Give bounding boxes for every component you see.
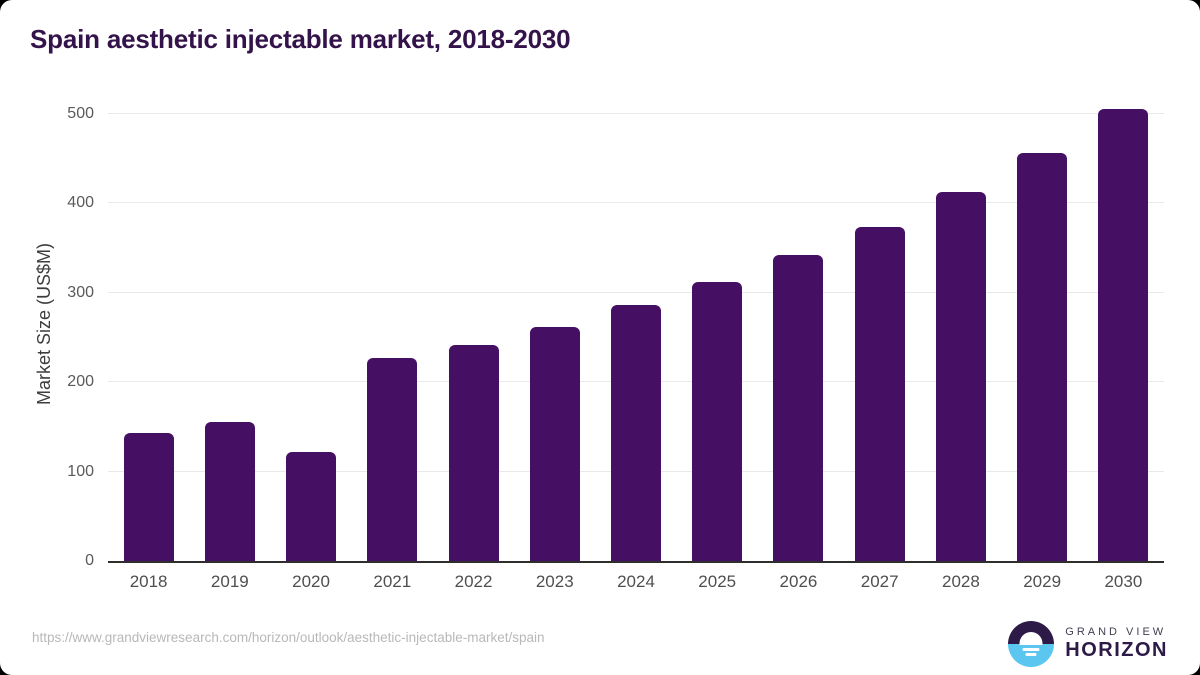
sun-reflection-line-1: [1022, 647, 1040, 651]
bar-2022[interactable]: [448, 345, 499, 561]
y-tick-label-500: 500: [67, 105, 94, 122]
grand-view-horizon-logo[interactable]: GRAND VIEW HORIZON: [1008, 620, 1168, 668]
chart-title: Spain aesthetic injectable market, 2018-…: [30, 24, 571, 54]
y-tick-label-300: 300: [67, 283, 94, 301]
y-tick-label-400: 400: [67, 194, 94, 212]
x-tick-label-2028: 2028: [942, 572, 980, 591]
bar-2021[interactable]: [367, 358, 418, 561]
sun-reflection-line-2: [1025, 653, 1037, 656]
logo-text-horizon: HORIZON: [1065, 639, 1168, 661]
horizon-sun-icon: [1008, 621, 1055, 667]
bar-2020[interactable]: [286, 452, 337, 561]
bar-2025[interactable]: [692, 282, 743, 561]
x-tick-label-2019: 2019: [210, 572, 249, 591]
x-tick-label-2030: 2030: [1104, 572, 1143, 591]
x-tick-label-2025: 2025: [698, 572, 737, 591]
bar-2028[interactable]: [935, 192, 986, 561]
x-tick-label-2026: 2026: [779, 572, 818, 591]
y-tick-label-100: 100: [67, 462, 94, 480]
x-tick-label-2020: 2020: [292, 572, 330, 591]
x-tick-label-2027: 2027: [860, 572, 899, 591]
x-tick-label-2018: 2018: [129, 572, 168, 591]
y-axis-title: Market Size (US$M): [34, 242, 54, 406]
logo-text-grand-view: GRAND VIEW: [1065, 626, 1167, 638]
bar-2024[interactable]: [611, 305, 661, 561]
x-tick-label-2022: 2022: [454, 572, 493, 591]
bar-2027[interactable]: [854, 227, 905, 561]
bar-2023[interactable]: [529, 327, 580, 561]
y-tick-label-200: 200: [67, 373, 94, 391]
gridline-400: [108, 202, 1164, 204]
bar-2029[interactable]: [1017, 153, 1068, 561]
bar-2026[interactable]: [773, 255, 824, 561]
bar-2018[interactable]: [123, 433, 174, 561]
x-tick-label-2021: 2021: [373, 572, 412, 591]
bar-2030[interactable]: [1098, 109, 1149, 561]
x-tick-label-2024: 2024: [617, 572, 655, 591]
gridline-500: [108, 113, 1164, 114]
plot-area: [108, 85, 1164, 563]
sun-dome-shape: [1019, 632, 1043, 645]
x-tick-label-2023: 2023: [535, 572, 574, 591]
bar-2019[interactable]: [204, 422, 255, 561]
source-url: https://www.grandviewresearch.com/horizo…: [32, 630, 545, 645]
logo-text: GRAND VIEW HORIZON: [1065, 626, 1168, 662]
gridline-300: [108, 291, 1164, 293]
x-tick-label-2029: 2029: [1023, 572, 1062, 591]
y-tick-label-0: 0: [85, 552, 94, 569]
